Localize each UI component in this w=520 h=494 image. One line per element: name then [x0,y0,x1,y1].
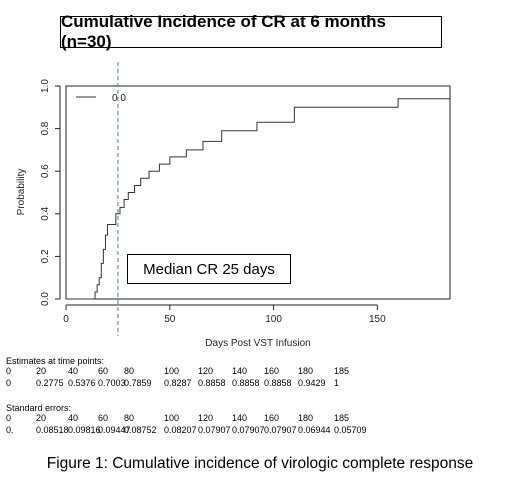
y-axis-label: Probability [16,169,27,216]
estimates-table: Estimates at time points: 0 20 40 60 80 100 12… [6,356,349,390]
table-cell: 185 [334,413,350,423]
table-cell: 0.8858 [232,378,260,388]
legend-label: 0 0 [112,93,126,104]
table-cell: 20 [36,366,47,376]
table-cell: 0 [6,366,12,376]
std-errors-header: Standard errors: [6,403,72,413]
table-cell: 140 [232,413,248,423]
std-errors-values-row: 0. 0.08518 0.09816 0.09447 0.08752 0.08207 0.0… [6,425,367,437]
x-axis: 0 50 100 150 [63,304,386,325]
table-cell: 185 [334,366,350,376]
chart-title: Cumulative Incidence of CR at 6 months (… [60,12,442,51]
table-cell: 1 [334,378,340,388]
table-cell: 0.8287 [164,378,192,388]
table-cell: 60 [98,366,109,376]
median-annotation: Median CR 25 days [127,254,291,284]
estimates-values-row: 0 0.2775 0.5376 0.7003 0.7859 0.8287 0.8858 0.8… [6,378,339,390]
table-cell: 180 [298,413,314,423]
estimates-times-row: 0 20 40 60 80 100 120 140 160 180 185 [6,366,349,378]
std-errors-table: Standard errors: 0 20 40 60 80 100 120 140 160 18… [6,403,367,437]
x-tick-label: 150 [369,314,386,325]
table-cell: 0.08752 [124,425,157,435]
std-errors-times-row: 0 20 40 60 80 100 120 140 160 180 185 [6,413,349,425]
table-cell: 40 [68,366,79,376]
table-cell: 0.2775 [36,378,64,388]
table-cell: 0.5376 [68,378,96,388]
x-tick-label: 50 [164,314,176,325]
table-cell: 0.07907 [232,425,265,435]
cumulative-incidence-plot: 0.0 0.2 0.4 0.6 0.8 1.0 0 50 100 150 Probability… [16,62,451,349]
table-cell: 0.7859 [124,378,152,388]
table-cell: 0.9429 [298,378,326,388]
y-tick-label: 0.4 [40,206,51,220]
y-axis: 0.0 0.2 0.4 0.6 0.8 1.0 [40,79,61,306]
table-cell: 80 [124,366,135,376]
table-cell: 0 [6,378,12,388]
table-cell: 0.08518 [36,425,69,435]
estimates-header: Estimates at time points: [6,356,105,366]
x-axis-label: Days Post VST Infusion [205,338,310,349]
table-cell: 100 [164,413,180,423]
plot-frame [65,85,451,300]
table-cell: 0.07907 [264,425,297,435]
table-cell: 120 [198,366,214,376]
figure-caption: Figure 1: Cumulative incidence of virolo… [46,455,474,472]
y-tick-label: 0.0 [40,292,51,306]
y-tick-label: 0.2 [40,249,51,263]
x-tick-label: 100 [265,314,282,325]
table-cell: 0.06944 [298,425,331,435]
table-cell: 0 [6,413,12,423]
table-cell: 0.07907 [198,425,231,435]
table-cell: 0.05709 [334,425,367,435]
y-tick-label: 0.6 [40,164,51,178]
series-line [66,98,450,300]
x-tick-label: 0 [63,314,69,325]
table-cell: 120 [198,413,214,423]
table-cell: 0.7003 [98,378,126,388]
table-cell: 0.8858 [198,378,226,388]
table-cell: 160 [264,413,280,423]
table-cell: 180 [298,366,314,376]
table-cell: 40 [68,413,79,423]
table-cell: 160 [264,366,280,376]
table-cell: 140 [232,366,248,376]
table-cell: 80 [124,413,135,423]
table-cell: 60 [98,413,109,423]
y-tick-label: 1.0 [40,79,51,93]
table-cell: 0.08207 [164,425,197,435]
y-tick-label: 0.8 [40,121,51,135]
table-cell: 0. [6,425,14,435]
table-cell: 0.8858 [264,378,292,388]
table-cell: 0.09447 [98,425,131,435]
table-cell: 20 [36,413,47,423]
table-cell: 100 [164,366,180,376]
table-cell: 0.09816 [68,425,101,435]
